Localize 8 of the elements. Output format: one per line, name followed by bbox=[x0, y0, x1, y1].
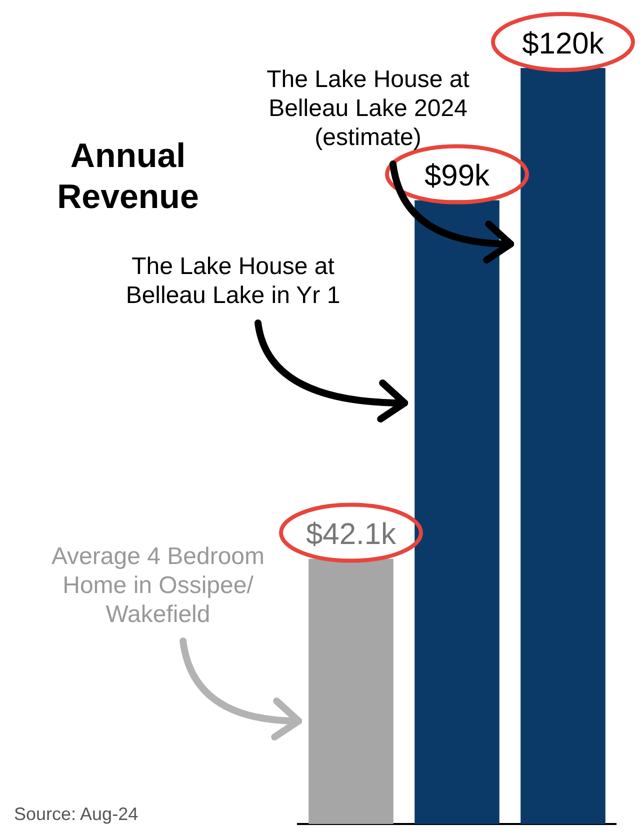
text: Average 4 Bedroom Home in Ossipee/ Wakefield bbox=[50, 543, 266, 630]
annotation: The Lake House at Belleau Lake in Yr 1 bbox=[124, 253, 342, 311]
data-label: $99k bbox=[424, 160, 491, 193]
text: Annual Revenue bbox=[56, 136, 200, 218]
source-note: Source: Aug-24 bbox=[14, 804, 140, 826]
annotation: The Lake House at Belleau Lake 2024 (estimate) bbox=[266, 66, 470, 152]
data-label: $120k bbox=[522, 27, 605, 60]
data-label: $42.1k bbox=[306, 518, 398, 552]
